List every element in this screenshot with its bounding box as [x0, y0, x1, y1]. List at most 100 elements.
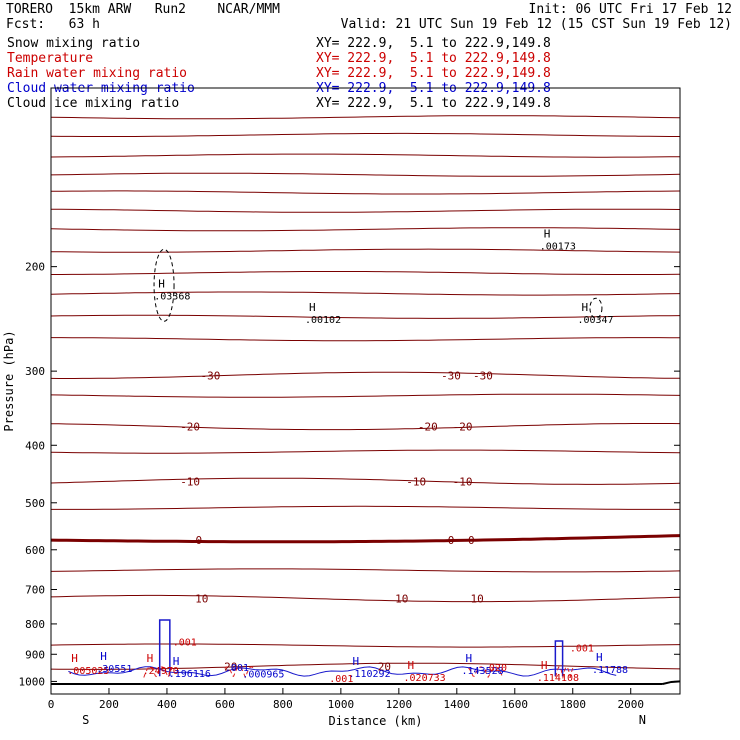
isotherm-label: -30 — [473, 369, 493, 382]
y-axis-title: Pressure (hPa) — [2, 330, 16, 431]
isotherm-label: 20 — [224, 660, 237, 673]
cloud-water-band — [68, 666, 617, 677]
isotherm-label: 10 — [195, 593, 208, 606]
maximum-marker: H — [147, 652, 154, 665]
init-time: Init: 06 UTC Fri 17 Feb 12 — [528, 2, 733, 17]
x-tick-label: 2000 — [617, 698, 644, 711]
background-contour-line — [50, 314, 681, 319]
background-contour-line — [50, 190, 681, 195]
isotherm-label: 10 — [395, 593, 408, 606]
maximum-marker: H — [581, 301, 588, 314]
legend-label-cloud-ice: Cloud ice mixing ratio — [7, 96, 180, 111]
rain-contour — [143, 666, 174, 679]
y-tick-label: 300 — [25, 365, 45, 378]
background-contour-line — [50, 449, 681, 454]
x-tick-label: 0 — [48, 698, 55, 711]
maximum-value-label: .00102 — [305, 315, 341, 326]
x-tick-label: 400 — [157, 698, 177, 711]
forecast-hour: Fcst: 63 h — [6, 17, 100, 32]
maximum-marker: H — [173, 655, 180, 668]
y-tick-label: 700 — [25, 584, 45, 597]
isotherm-10 — [50, 594, 681, 603]
maximum-value-label: .00173 — [540, 242, 576, 253]
background-contour-line — [50, 172, 681, 177]
isotherm-20 — [50, 662, 681, 670]
x-tick-label: 200 — [99, 698, 119, 711]
background-contour-line — [51, 505, 680, 510]
isotherm-label: -30 — [200, 369, 220, 382]
legend-xy-snow: XY= 222.9, 5.1 to 222.9,149.8 — [316, 36, 551, 51]
maximum-value-label: .11788 — [592, 665, 628, 676]
model-title: TORERO 15km ARW Run2 NCAR/MMM — [6, 2, 280, 17]
isotherm-label: -10 — [180, 475, 200, 488]
isotherm--20 — [50, 423, 681, 431]
x-tick-label: 600 — [215, 698, 235, 711]
isotherm-label: 0 — [448, 534, 455, 547]
isotherm-0 — [50, 534, 681, 544]
maximum-value-label: .196116 — [169, 669, 211, 680]
x-tick-label: 1000 — [328, 698, 355, 711]
legend-label-snow: Snow mixing ratio — [7, 36, 141, 51]
maximum-value-label: .110292 — [348, 669, 390, 680]
x-tick-label: 1200 — [386, 698, 413, 711]
maximum-marker: H — [352, 655, 359, 668]
y-tick-label: 800 — [25, 618, 45, 631]
y-tick-label: 200 — [25, 261, 45, 274]
isotherm-label: -10 — [453, 475, 473, 488]
valid-time: Valid: 21 UTC Sun 19 Feb 12 (15 CST Sun … — [340, 17, 732, 32]
maximum-marker: H — [466, 652, 473, 665]
background-contour-line — [50, 248, 681, 253]
background-contour-line — [50, 132, 680, 137]
background-contour-line — [50, 393, 681, 398]
moisture-contours — [51, 248, 681, 685]
background-contour-line — [51, 271, 681, 275]
maximum-value-label: .143528 — [462, 666, 504, 677]
snow-contour — [153, 248, 175, 322]
isotherm-label: 10 — [470, 593, 483, 606]
x-axis-title: Distance (km) — [329, 714, 423, 728]
legend-xy-rain: XY= 222.9, 5.1 to 222.9,149.8 — [316, 66, 551, 81]
maximum-value-label: .114108 — [537, 673, 579, 684]
maximum-marker: H — [596, 651, 603, 664]
x-tick-label: 1600 — [502, 698, 529, 711]
snow-contour — [589, 297, 603, 319]
maximum-value-label: .020733 — [404, 673, 446, 684]
maximum-marker: H — [309, 301, 316, 314]
background-contour-line — [50, 153, 681, 158]
moisture-contour-label: .001 — [329, 674, 353, 685]
isotherm--10 — [50, 477, 681, 485]
maximum-marker: H — [541, 659, 548, 672]
maximum-marker: H — [71, 652, 78, 665]
maximum-marker: H — [408, 659, 415, 672]
isotherm-label: 0 — [196, 534, 203, 547]
moisture-contour-label: .001 — [173, 638, 197, 649]
legend-label-temperature: Temperature — [7, 51, 94, 66]
moisture-contour-label: .001 — [570, 643, 594, 654]
background-contour-line — [51, 337, 680, 342]
y-tick-label: 600 — [25, 544, 45, 557]
maximum-value-label: .03368 — [154, 292, 190, 303]
temperature-contours — [50, 115, 681, 670]
rain-contour — [468, 666, 504, 679]
isotherm-label: -30 — [441, 369, 461, 382]
maximum-marker: H — [100, 650, 107, 663]
x-tick-label: 800 — [273, 698, 293, 711]
isotherm-label: 0 — [468, 534, 475, 547]
background-contour-line — [50, 291, 681, 296]
y-tick-label: 400 — [25, 439, 45, 452]
legend-xy-temperature: XY= 222.9, 5.1 to 222.9,149.8 — [316, 51, 551, 66]
maximum-value-label: .005025 — [67, 666, 109, 677]
moisture-contour-label: .020 — [483, 663, 507, 674]
maximum-marker: H — [544, 228, 551, 241]
background-contour-line — [50, 643, 681, 648]
isotherm-label: -20 — [453, 421, 473, 434]
maximum-value-label: .30551 — [96, 664, 132, 675]
x-end-label-north: N — [639, 713, 646, 727]
x-tick-label: 1400 — [444, 698, 471, 711]
background-contour-line — [50, 568, 681, 573]
isotherm-label: -20 — [418, 421, 438, 434]
maximum-marker: H — [158, 278, 165, 291]
background-contour-line — [50, 227, 681, 232]
